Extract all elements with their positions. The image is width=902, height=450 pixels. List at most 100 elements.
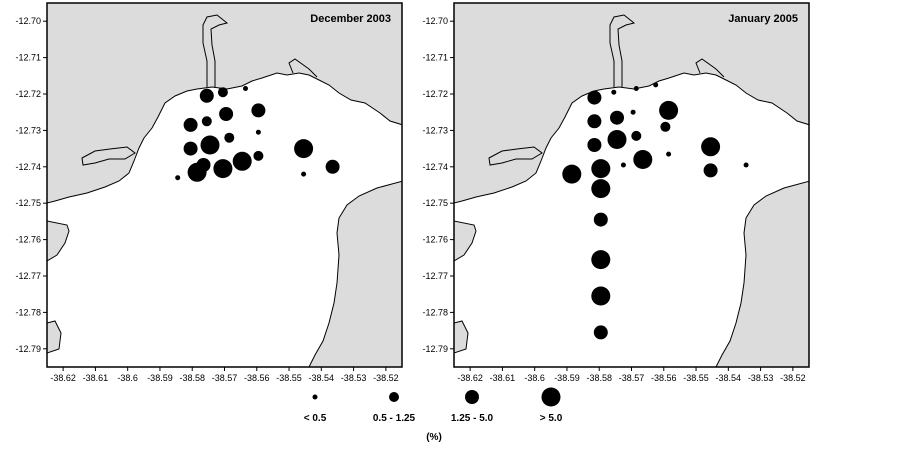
latitude-tick-label: -12.74: [15, 162, 41, 172]
legend-marker-class-2: [389, 392, 399, 402]
station-marker: [187, 162, 207, 182]
station-marker: [587, 90, 602, 105]
station-marker: [660, 121, 671, 132]
longitude-tick-label: -38.56: [244, 373, 270, 383]
latitude-tick-label: -12.73: [15, 125, 41, 135]
station-marker: [591, 159, 611, 179]
longitude-tick-label: -38.57: [212, 373, 238, 383]
latitude-tick-label: -12.76: [422, 235, 448, 245]
latitude-tick-label: -12.71: [15, 53, 41, 63]
longitude-tick-label: -38.6: [117, 373, 138, 383]
latitude-tick-label: -12.75: [15, 198, 41, 208]
station-marker: [633, 86, 639, 91]
station-markers: [562, 82, 749, 340]
station-marker: [199, 88, 214, 103]
longitude-tick-label: -38.59: [147, 373, 173, 383]
station-marker: [217, 87, 228, 98]
station-marker: [591, 286, 611, 306]
station-marker: [587, 138, 602, 152]
longitude-tick-label: -38.53: [341, 373, 367, 383]
station-marker: [591, 179, 611, 199]
station-marker: [743, 162, 749, 168]
station-marker: [224, 132, 235, 143]
longitude-tick-label: -38.57: [619, 373, 645, 383]
station-marker: [301, 171, 307, 177]
longitude-tick-label: -38.52: [373, 373, 399, 383]
map-panel-january-2005: January 2005 -12.70-12.71-12.72-12.73-12…: [422, 2, 810, 383]
station-marker: [610, 110, 624, 125]
station-marker: [591, 250, 611, 270]
longitude-tick-label: -38.58: [179, 373, 205, 383]
station-marker: [701, 137, 721, 157]
station-marker: [633, 150, 653, 169]
latitude-tick-label: -12.78: [15, 307, 41, 317]
latitude-tick-label: -12.72: [15, 89, 41, 99]
station-marker: [562, 164, 582, 184]
station-marker: [593, 212, 608, 227]
station-marker: [593, 325, 608, 340]
station-marker: [620, 162, 626, 168]
longitude-tick-label: -38.53: [748, 373, 774, 383]
legend-marker-class-4: [541, 387, 561, 407]
station-marker: [607, 130, 627, 149]
latitude-tick-label: -12.71: [422, 53, 448, 63]
longitude-tick-label: -38.55: [683, 373, 709, 383]
latitude-tick-label: -12.73: [422, 125, 448, 135]
legend-label-class-3: 1.25 - 5.0: [451, 413, 494, 424]
station-marker: [611, 89, 617, 95]
station-marker: [587, 114, 602, 129]
longitude-tick-label: -38.62: [50, 373, 76, 383]
longitude-tick-label: -38.59: [554, 373, 580, 383]
legend: < 0.5 0.5 - 1.25 1.25 - 5.0 > 5.0 (%): [304, 387, 563, 443]
station-marker: [201, 116, 212, 127]
station-marker: [630, 109, 636, 115]
station-marker: [255, 129, 261, 135]
station-marker: [175, 175, 181, 181]
station-marker: [653, 82, 659, 88]
legend-label-class-1: < 0.5: [304, 413, 327, 424]
latitude-tick-label: -12.70: [15, 16, 41, 26]
station-marker: [219, 107, 234, 121]
station-marker: [631, 130, 642, 141]
legend-label-class-4: > 5.0: [540, 413, 563, 424]
latitude-tick-label: -12.72: [422, 89, 448, 99]
longitude-tick-label: -38.61: [490, 373, 516, 383]
latitude-tick-labels: -12.70 -12.71 -12.72 -12.73 -12.74 -12.75 -12.…: [15, 16, 47, 354]
legend-marker-class-3: [465, 390, 479, 404]
latitude-tick-label: -12.75: [422, 198, 448, 208]
station-marker: [666, 151, 672, 157]
latitude-tick-label: -12.78: [422, 307, 448, 317]
longitude-tick-label: -38.61: [83, 373, 109, 383]
longitude-tick-label: -38.6: [524, 373, 545, 383]
longitude-tick-labels: -38.62 -38.61 -38.6 -38.59 -38.58 -38.57 -38.5…: [50, 367, 399, 383]
latitude-tick-label: -12.70: [422, 16, 448, 26]
latitude-tick-label: -12.76: [15, 235, 41, 245]
latitude-tick-label: -12.79: [422, 344, 448, 354]
longitude-tick-label: -38.58: [586, 373, 612, 383]
latitude-tick-label: -12.77: [15, 271, 41, 281]
station-marker: [183, 141, 198, 156]
station-marker: [251, 103, 266, 118]
longitude-tick-label: -38.52: [780, 373, 806, 383]
longitude-tick-label: -38.54: [309, 373, 335, 383]
longitude-tick-label: -38.55: [276, 373, 302, 383]
station-marker: [232, 151, 252, 171]
longitude-tick-label: -38.62: [457, 373, 483, 383]
panel-title: December 2003: [310, 13, 391, 25]
latitude-tick-label: -12.77: [422, 271, 448, 281]
latitude-tick-label: -12.74: [422, 162, 448, 172]
station-marker: [253, 150, 264, 161]
map-panel-december-2003: December 2003 -12.70-12.71-12.72-12.73-1…: [15, 2, 403, 383]
longitude-tick-labels: -38.62 -38.61 -38.6 -38.59 -38.58 -38.57 -38.5…: [457, 367, 806, 383]
station-marker: [325, 159, 340, 174]
station-marker: [659, 100, 679, 120]
station-marker: [200, 135, 220, 155]
station-marker: [213, 159, 233, 179]
station-marker: [243, 86, 248, 91]
legend-unit: (%): [426, 432, 442, 443]
station-marker: [294, 139, 314, 159]
station-marker: [703, 163, 718, 178]
latitude-tick-labels: -12.70 -12.71 -12.72 -12.73 -12.74 -12.75 -12.…: [422, 16, 454, 354]
longitude-tick-label: -38.56: [651, 373, 677, 383]
